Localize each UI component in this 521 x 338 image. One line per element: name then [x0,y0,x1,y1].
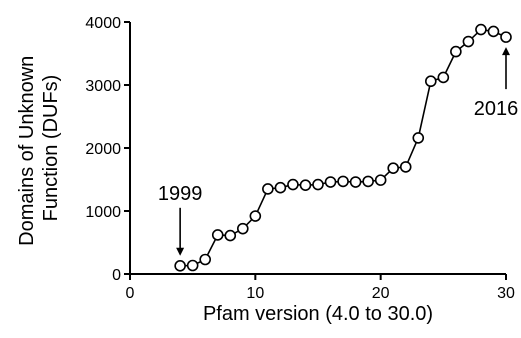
data-point [387,162,400,174]
data-point [186,259,199,272]
data-point [337,175,349,188]
data-point [174,260,186,272]
data-point [199,253,211,266]
y-axis-label: Domains of Unknown Function (DUFs) [16,50,62,246]
data-point [287,178,299,191]
data-point [437,71,450,84]
annotation-label: 2016 [474,98,519,120]
x-tick-label: 20 [372,285,390,302]
data-point [362,175,374,188]
data-point [424,75,437,88]
series-duf-counts [174,23,512,272]
x-axis-label: Pfam version (4.0 to 30.0) [203,303,433,325]
data-point [450,45,462,58]
x-tick-label: 0 [126,285,135,302]
y-tick-label: 3000 [85,78,121,95]
annotations: 1999 2016 [158,47,518,256]
y-tick-label: 4000 [85,15,121,32]
data-point [274,181,287,194]
data-point [374,174,387,186]
axes: 0 10 20 30 0 1000 2000 3000 4000 [85,15,515,302]
data-point [462,35,475,48]
annotation-label: 1999 [158,183,203,205]
y-tick-label: 0 [112,267,121,284]
data-point [500,31,512,43]
data-point [299,179,312,191]
data-point [349,176,362,188]
data-point [487,25,500,38]
data-point [237,222,249,235]
data-point [211,229,224,241]
y-axis-label-line-2: Function (DUFs) [40,75,62,222]
data-point [324,176,337,188]
data-point [412,132,425,144]
data-point [262,183,274,195]
x-tick-label: 10 [246,285,264,302]
data-point [312,178,324,191]
y-tick-label: 1000 [85,204,121,221]
data-point [224,229,237,242]
data-point [399,161,412,173]
x-tick-label: 30 [497,285,515,302]
y-axis-label-line-1: Domains of Unknown [16,56,38,246]
annotation-arrowhead [176,247,185,256]
y-tick-label: 2000 [85,141,121,158]
data-point [249,210,262,222]
data-point [475,23,487,36]
annotation-arrowhead [502,47,510,56]
